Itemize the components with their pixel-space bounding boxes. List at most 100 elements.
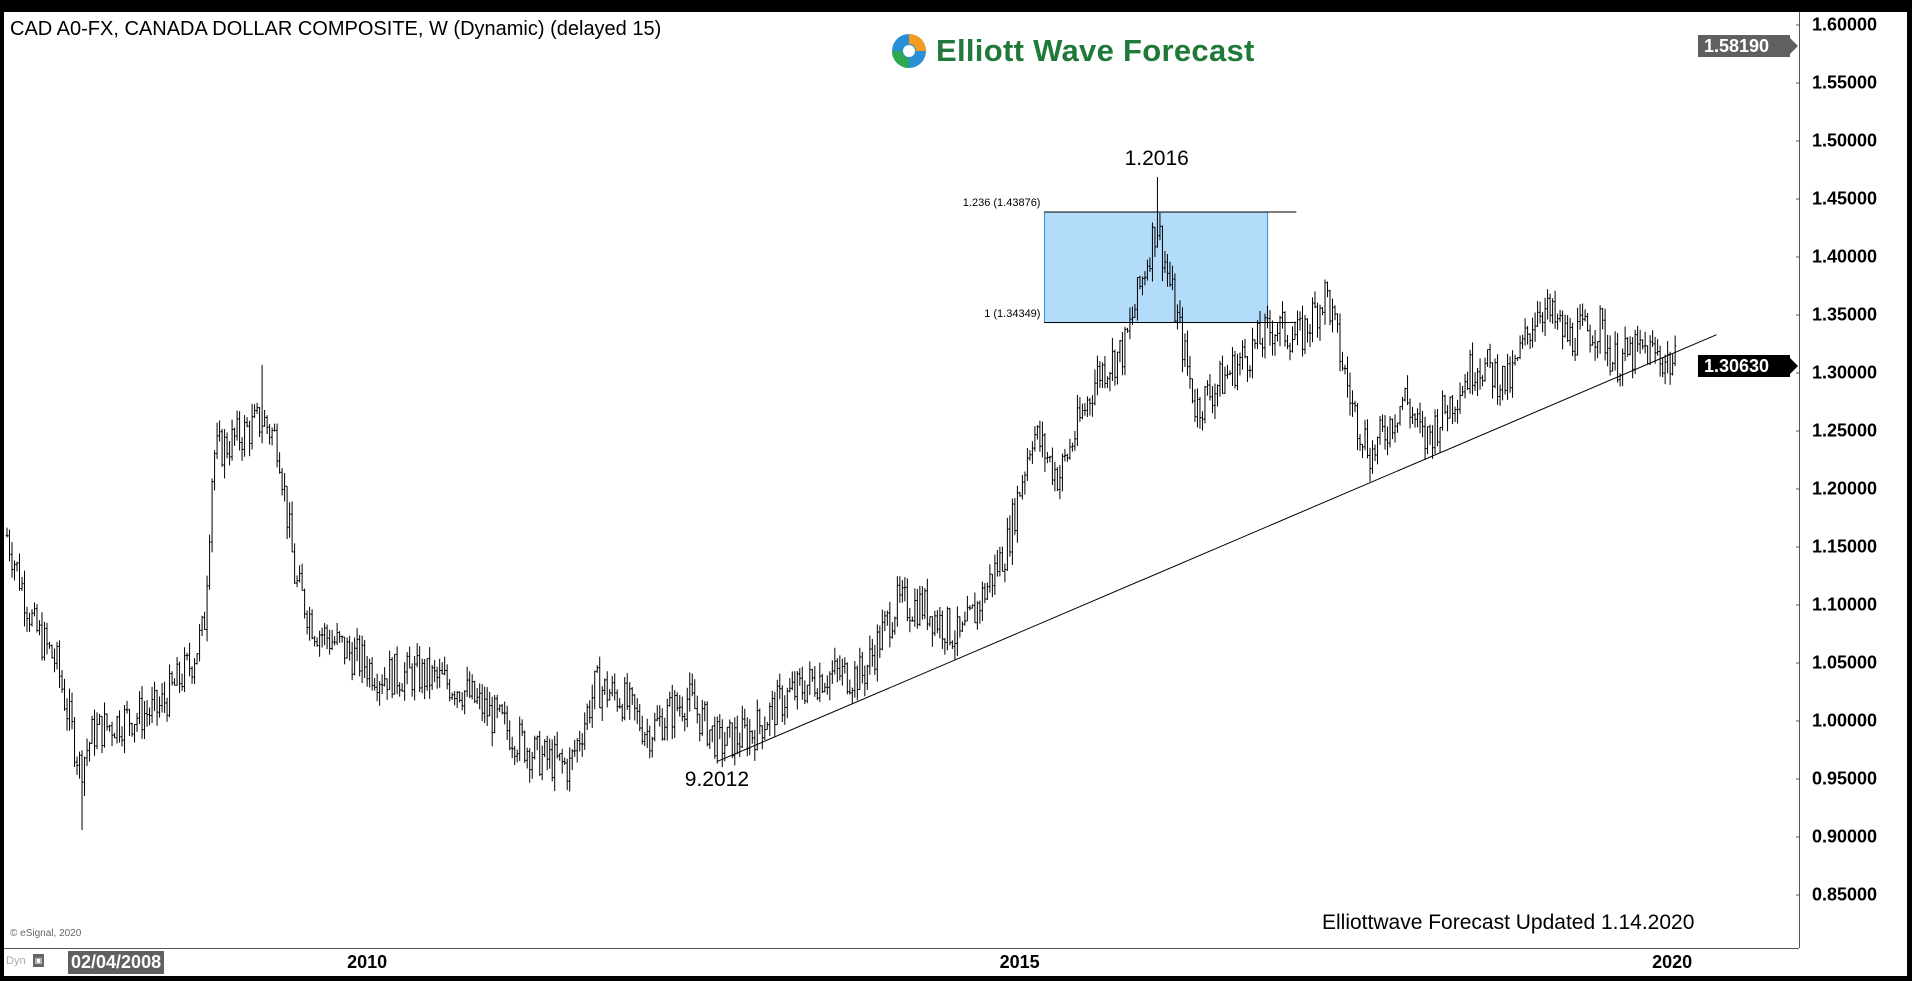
price-bar (503, 701, 506, 725)
price-chart[interactable] (4, 12, 1799, 948)
price-bar (1006, 517, 1009, 571)
price-bar (1641, 339, 1644, 350)
price-bar (606, 671, 609, 708)
price-bar (400, 683, 404, 692)
price-bar (1308, 324, 1312, 347)
price-bar (901, 580, 904, 603)
price-tick-label: 1.25000 (1812, 420, 1878, 441)
price-bar (25, 606, 29, 632)
price-bar (951, 640, 954, 650)
price-bar (388, 650, 391, 690)
price-bar (1031, 441, 1034, 465)
price-bar (325, 624, 329, 650)
price-bar (781, 685, 784, 723)
price-bar (806, 684, 809, 704)
dynamic-label[interactable]: Dyn (6, 955, 26, 967)
price-bar (248, 420, 251, 457)
price-tick-label: 1.30000 (1812, 362, 1878, 383)
price-bar (300, 563, 304, 591)
price-bar (90, 715, 94, 744)
price-bar (668, 691, 671, 707)
price-bar (798, 668, 802, 686)
price-bar (235, 410, 239, 441)
price-bar (205, 575, 209, 642)
price-bar (631, 687, 634, 705)
price-bar (373, 678, 376, 691)
price-bar (1416, 408, 1419, 428)
price-bar (1138, 275, 1142, 290)
lock-icon[interactable]: ▣ (33, 954, 44, 967)
price-bar (508, 720, 511, 751)
price-bar (428, 647, 431, 699)
price-bar (1453, 406, 1457, 423)
price-bar (723, 732, 726, 762)
price-bar (473, 680, 476, 703)
price-bar (783, 695, 786, 725)
price-bar (1663, 354, 1667, 385)
price-bar (1446, 405, 1449, 432)
price-tick-label: 1.15000 (1812, 536, 1878, 557)
price-bar (876, 624, 879, 682)
price-bar (1208, 374, 1212, 401)
price-bar (626, 673, 629, 711)
price-bar (688, 672, 691, 712)
price-bar (1201, 411, 1204, 431)
price-bar (538, 730, 541, 776)
price-bar (405, 652, 409, 685)
price-bar (1443, 394, 1447, 415)
price-bar (193, 658, 196, 685)
price-bar (1141, 276, 1144, 296)
price-bar (1418, 402, 1422, 434)
price-bar (686, 687, 689, 728)
price-bar (1318, 304, 1322, 341)
price-bar (648, 725, 651, 759)
price-bar (776, 679, 779, 725)
price-bar (1581, 303, 1584, 327)
price-bar (383, 667, 386, 687)
price-bar (1496, 354, 1499, 405)
price-bar (663, 717, 666, 741)
price-bar (310, 609, 314, 640)
price-tick-label: 1.45000 (1812, 188, 1878, 209)
price-tick-label: 1.20000 (1812, 478, 1878, 499)
price-tick-label: 0.90000 (1812, 826, 1878, 847)
price-bar (340, 635, 344, 643)
price-bar (1178, 300, 1182, 324)
price-bar (943, 638, 947, 655)
price-bar (33, 602, 36, 617)
price-tick-label: 1.60000 (1812, 14, 1878, 35)
price-bar (946, 606, 949, 651)
price-bar (1483, 357, 1487, 382)
price-bar (1206, 380, 1209, 396)
price-bar (923, 588, 927, 620)
price-bar (483, 686, 486, 724)
price-bar (288, 502, 291, 538)
price-bar (1106, 376, 1109, 389)
price-bar (443, 656, 446, 676)
time-axis[interactable]: Dyn ▣ 02/04/2008 2010 2015 2020 (4, 948, 1799, 977)
price-bar (1066, 453, 1069, 462)
price-bar (135, 712, 139, 732)
price-bar (253, 404, 256, 418)
price-bar (1481, 375, 1484, 387)
price-bar (1341, 351, 1344, 371)
price-bar (355, 628, 359, 662)
price-bar (868, 635, 872, 675)
price-bar (1101, 362, 1104, 389)
fib-extension-zone (1043, 211, 1269, 324)
price-bar (175, 657, 179, 686)
price-bar (1523, 318, 1527, 346)
price-bar (1058, 465, 1062, 500)
price-bar (548, 738, 551, 769)
price-bar (213, 450, 216, 491)
price-bar (1426, 426, 1429, 455)
price-bar (1156, 177, 1159, 248)
price-tick-label: 1.10000 (1812, 594, 1878, 615)
price-bar (490, 696, 494, 747)
price-bar (828, 671, 832, 701)
price-bar (1541, 312, 1544, 333)
price-bar (203, 611, 206, 631)
price-bar (598, 656, 601, 709)
price-bar (1598, 305, 1602, 354)
price-bar (906, 578, 909, 622)
